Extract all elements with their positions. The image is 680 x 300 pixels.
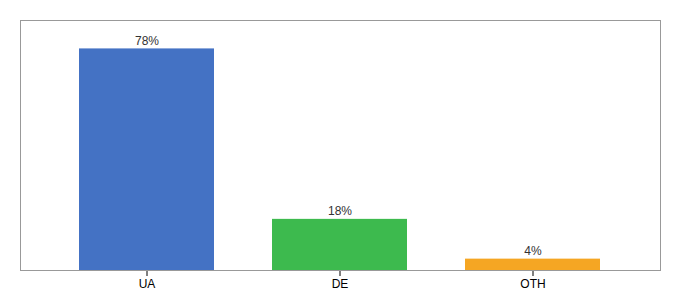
- svg-text:18%: 18%: [328, 204, 352, 218]
- svg-text:78%: 78%: [135, 34, 159, 48]
- svg-text:OTH: OTH: [520, 277, 545, 291]
- svg-text:4%: 4%: [524, 244, 542, 258]
- svg-text:DE: DE: [332, 277, 349, 291]
- svg-text:UA: UA: [139, 277, 156, 291]
